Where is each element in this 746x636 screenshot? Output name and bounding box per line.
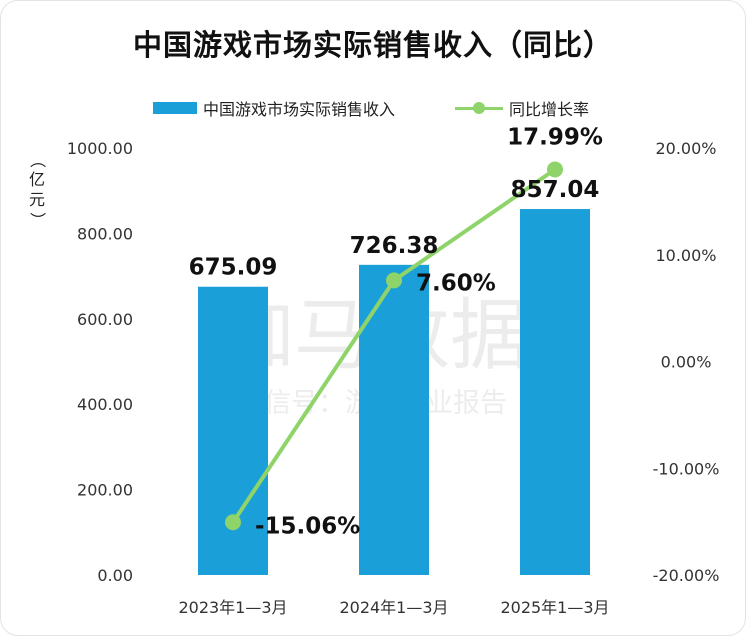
y-right-tick: 20.00% [655,139,716,158]
y-right-tick: 0.00% [661,353,712,372]
legend-label-revenue: 中国游戏市场实际销售收入 [203,100,396,119]
bar-value-label: 726.38 [350,233,439,259]
growth-value-label: -15.06% [255,513,360,539]
growth-point-2 [386,272,402,289]
chart-title: 中国游戏市场实际销售收入（同比） [132,28,613,62]
y-left-tick: 800.00 [77,224,133,243]
growth-point-3 [547,161,563,178]
bar-value-label: 857.04 [511,177,600,203]
y-left-tick: 200.00 [77,481,133,500]
y-right-tick: -10.00% [653,459,720,478]
y-axis-unit-label: （亿元） [28,151,47,228]
legend-label-growth: 同比增长率 [509,100,590,119]
bar-2 [359,264,429,575]
x-tick: 2023年1—3月 [178,598,287,617]
x-tick: 2024年1—3月 [339,598,448,617]
legend-bar-swatch [153,102,197,114]
bar-3 [520,209,590,575]
y-left-tick: 400.00 [77,395,133,414]
y-left-tick: 0.00 [97,566,133,585]
growth-value-label: 17.99% [507,124,603,150]
x-tick: 2025年1—3月 [500,598,609,617]
y-right-tick: -20.00% [653,566,720,585]
legend-line-swatch [455,102,503,114]
legend-item-revenue: 中国游戏市场实际销售收入 [153,96,395,120]
growth-point-1 [225,514,241,531]
growth-value-label: 7.60% [416,270,496,296]
y-left-tick: 600.00 [77,310,133,329]
y-left-tick: 1000.00 [67,139,133,158]
y-right-tick: 10.00% [655,246,716,265]
bar-value-label: 675.09 [189,255,278,281]
legend-item-growth: 同比增长率 [455,96,589,120]
